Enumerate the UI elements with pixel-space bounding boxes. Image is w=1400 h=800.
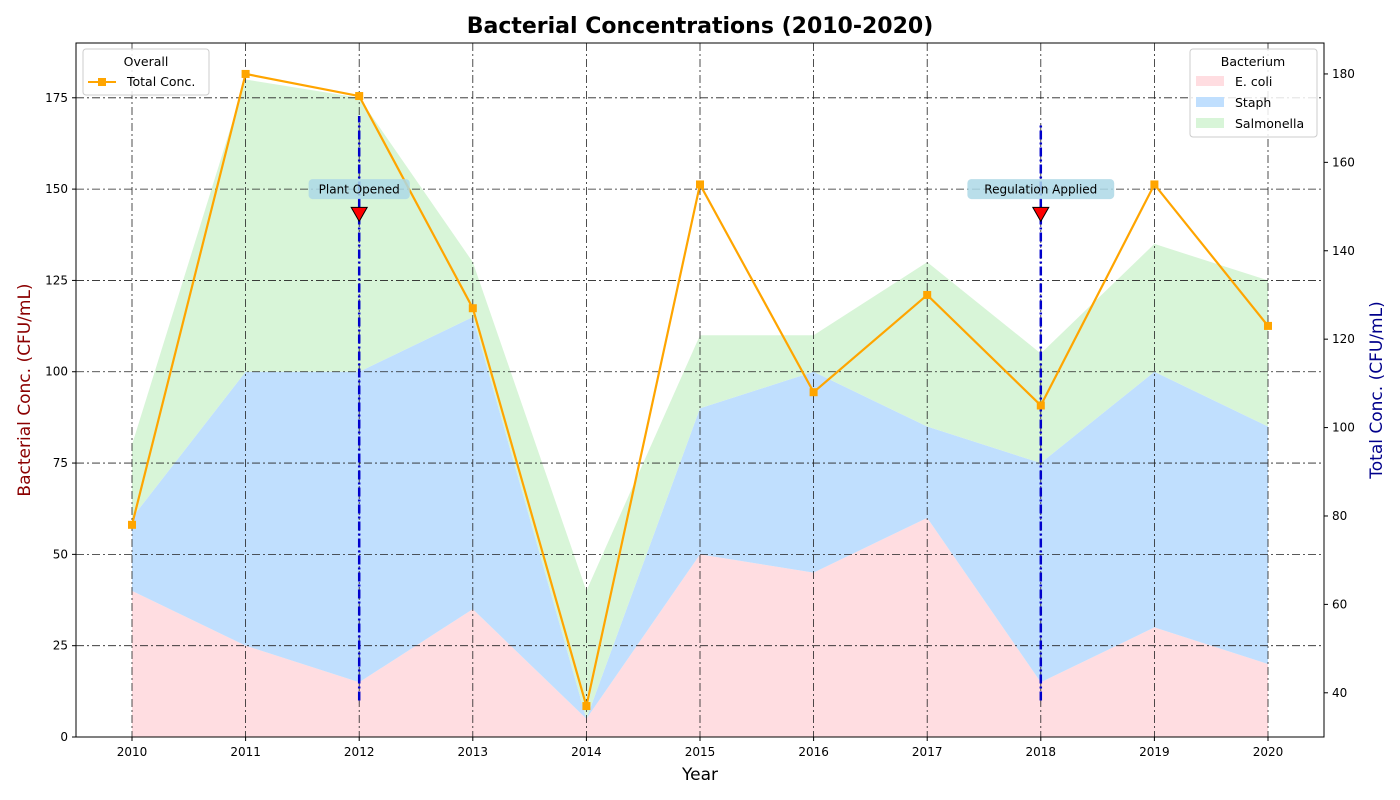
total-marker [582, 702, 591, 711]
axes-layer: 2010 2011 2012 2013 2014 2015 2016 2017 2018 2019… [45, 67, 1355, 759]
x-axis-label: Year [681, 765, 718, 785]
y-tick-label-right: 120 [1332, 332, 1355, 346]
x-tick-label: 2015 [685, 745, 716, 759]
annotation-box [967, 179, 1115, 200]
y-axis-label-right: Total Conc. (CFU/mL) [1367, 301, 1387, 479]
area-staph [132, 316, 1268, 719]
total-marker [128, 520, 136, 529]
overall-legend-title: Overall [124, 54, 169, 69]
y-tick-label-left: 125 [45, 273, 68, 287]
area-e-coli [132, 517, 1268, 737]
y-tick-label-left: 175 [45, 91, 68, 105]
legend-swatch-staph [1196, 97, 1224, 107]
chart-title: Bacterial Concentrations (2010-2020) [467, 14, 934, 39]
annotation-label: Regulation Applied [984, 183, 1097, 197]
annotation-label: Plant Opened [319, 183, 400, 197]
y-axis-label-left: Bacterial Conc. (CFU/mL) [15, 283, 35, 496]
bacterium-legend-title: Bacterium [1221, 54, 1285, 69]
x-tick-label: 2019 [1139, 745, 1170, 759]
annotation-box [308, 179, 410, 200]
y-tick-label-right: 140 [1332, 244, 1355, 258]
legend-swatch-ecoli [1196, 76, 1224, 86]
y-tick-label-left: 0 [60, 730, 68, 744]
y-tick-label-left: 50 [53, 547, 68, 561]
total-marker [241, 69, 250, 78]
total-marker [809, 388, 818, 397]
total-marker [923, 290, 932, 299]
x-tick-label: 2013 [458, 745, 489, 759]
legend-label-ecoli: E. coli [1235, 74, 1272, 89]
x-tick-label: 2018 [1026, 745, 1057, 759]
y-tick-label-right: 40 [1332, 686, 1347, 700]
legend-label-total: Total Conc. [126, 74, 195, 89]
x-tick-label: 2017 [912, 745, 943, 759]
x-tick-label: 2010 [117, 745, 148, 759]
x-tick-label: 2014 [571, 745, 602, 759]
total-marker [1036, 401, 1045, 410]
annotation-arrow [350, 206, 369, 223]
x-tick-label: 2011 [230, 745, 261, 759]
total-marker [468, 304, 477, 313]
y-tick-label-right: 160 [1332, 155, 1355, 169]
y-tick-label-right: 60 [1332, 597, 1347, 611]
total-marker [1150, 180, 1159, 189]
total-marker [696, 180, 704, 189]
y-tick-label-right: 100 [1332, 421, 1355, 435]
grid-layer [76, 43, 1324, 738]
total-marker [355, 92, 364, 101]
x-tick-label: 2012 [344, 745, 375, 759]
total-marker [1264, 321, 1272, 330]
x-tick-label: 2016 [798, 745, 829, 759]
legend-marker-swatch [98, 78, 106, 86]
legend-label-salmonella: Salmonella [1235, 116, 1304, 131]
y-tick-label-left: 75 [53, 456, 68, 470]
y-tick-label-left: 100 [45, 365, 68, 379]
y-tick-label-right: 80 [1332, 509, 1347, 523]
y-tick-label-left: 150 [45, 182, 68, 196]
annotation-arrow [1031, 206, 1050, 223]
y-tick-label-left: 25 [53, 639, 68, 653]
x-tick-label: 2020 [1253, 745, 1284, 759]
y-tick-label-right: 180 [1332, 67, 1355, 81]
annotation-layer: Plant Opened Regulation Applied [308, 179, 1115, 223]
bacterium-legend: Bacterium E. coli Staph Salmonella [1189, 48, 1318, 138]
legend-label-staph: Staph [1235, 95, 1271, 110]
legend-swatch-salmonella [1196, 118, 1224, 128]
overall-legend: Overall Total Conc. [82, 48, 210, 96]
total-line-layer [128, 69, 1272, 711]
